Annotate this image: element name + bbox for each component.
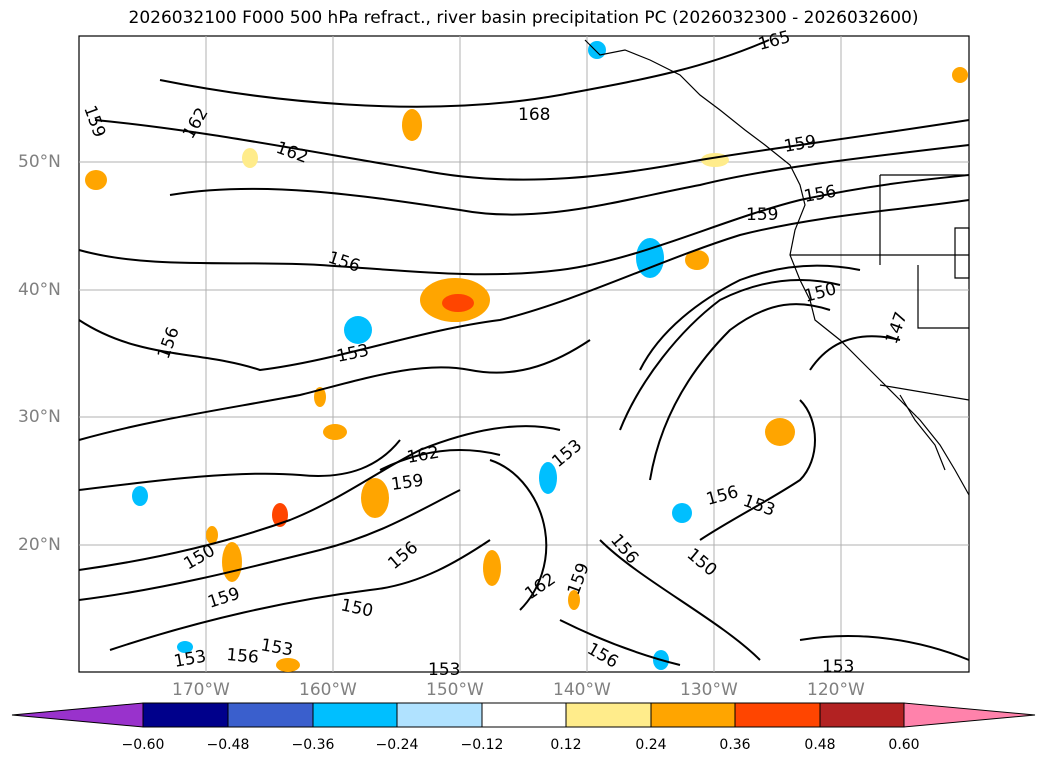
lon-label: 140°W [553,680,611,700]
colorbar [11,702,1036,728]
colorbar-extend-high [903,702,1036,728]
lat-label: 30°N [18,407,61,427]
colorbar-tick-label: 0.36 [719,737,751,753]
colorbar-tick-label: −0.36 [291,737,335,753]
colorbar-tick-label: 0.24 [635,737,667,753]
colorbar-extend-low [11,702,144,728]
lon-label: 160°W [299,680,357,700]
contour-label: 159 [746,205,778,225]
colorbar-tick-label: −0.48 [206,737,250,753]
contour-label: 153 [822,657,854,677]
lat-label: 50°N [18,152,61,172]
contour-label: 156 [226,645,260,668]
colorbar-tick-label: −0.24 [375,737,419,753]
height-contours [78,39,970,666]
map-title: 2026032100 F000 500 hPa refract., river … [128,8,919,28]
lat-label: 40°N [18,280,61,300]
contour-label: 159 [390,471,425,495]
colorbar-tick-label: 0.48 [804,737,836,753]
lon-label: 170°W [172,680,230,700]
lon-label: 150°W [426,680,484,700]
coastline [584,39,970,496]
gridlines [79,36,969,672]
colorbar-tick-label: 0.12 [550,737,582,753]
contour-label: 153 [428,660,460,680]
lon-label: 130°W [680,680,738,700]
lon-label: 120°W [807,680,865,700]
colorbar-tick-label: −0.60 [121,737,165,753]
contour-label: 168 [518,105,550,125]
lat-label: 20°N [18,535,61,555]
colorbar-tick-label: 0.60 [888,737,920,753]
precip-shading [85,41,968,672]
colorbar-tick-label: −0.12 [460,737,504,753]
